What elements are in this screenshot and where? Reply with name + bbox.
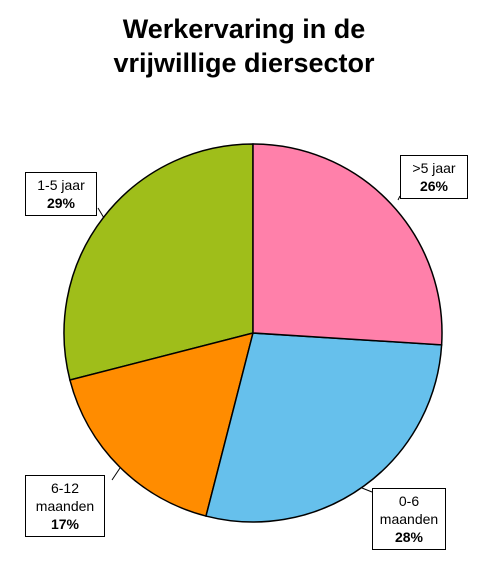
pie-slice	[69, 331, 255, 517]
leader-line	[111, 467, 121, 481]
leader-line	[361, 487, 373, 493]
value-label: 29%	[46, 195, 76, 211]
slice-label: 6-12 maanden 17%	[25, 475, 105, 537]
slice-label: 0-6 maanden 28%	[372, 488, 446, 550]
leader-line	[97, 207, 105, 219]
slice-label: >5 jaar 26%	[400, 155, 468, 199]
value-label: 17%	[50, 516, 80, 532]
category-label: >5 jaar	[412, 160, 456, 176]
pie-slice	[252, 143, 443, 346]
category-label: 6-12 maanden	[35, 480, 95, 514]
leader-line	[397, 195, 401, 201]
chart-title: vrijwillige diersector	[113, 48, 375, 78]
slice-label: 1-5 jaar 29%	[25, 172, 97, 216]
chart-title: Werkervaring in de	[122, 14, 366, 44]
category-label: 1-5 jaar	[37, 177, 85, 193]
pie-slice	[205, 332, 443, 523]
value-label: 26%	[419, 178, 449, 194]
value-label: 28%	[394, 529, 424, 545]
category-label: 0-6 maanden	[379, 493, 439, 527]
